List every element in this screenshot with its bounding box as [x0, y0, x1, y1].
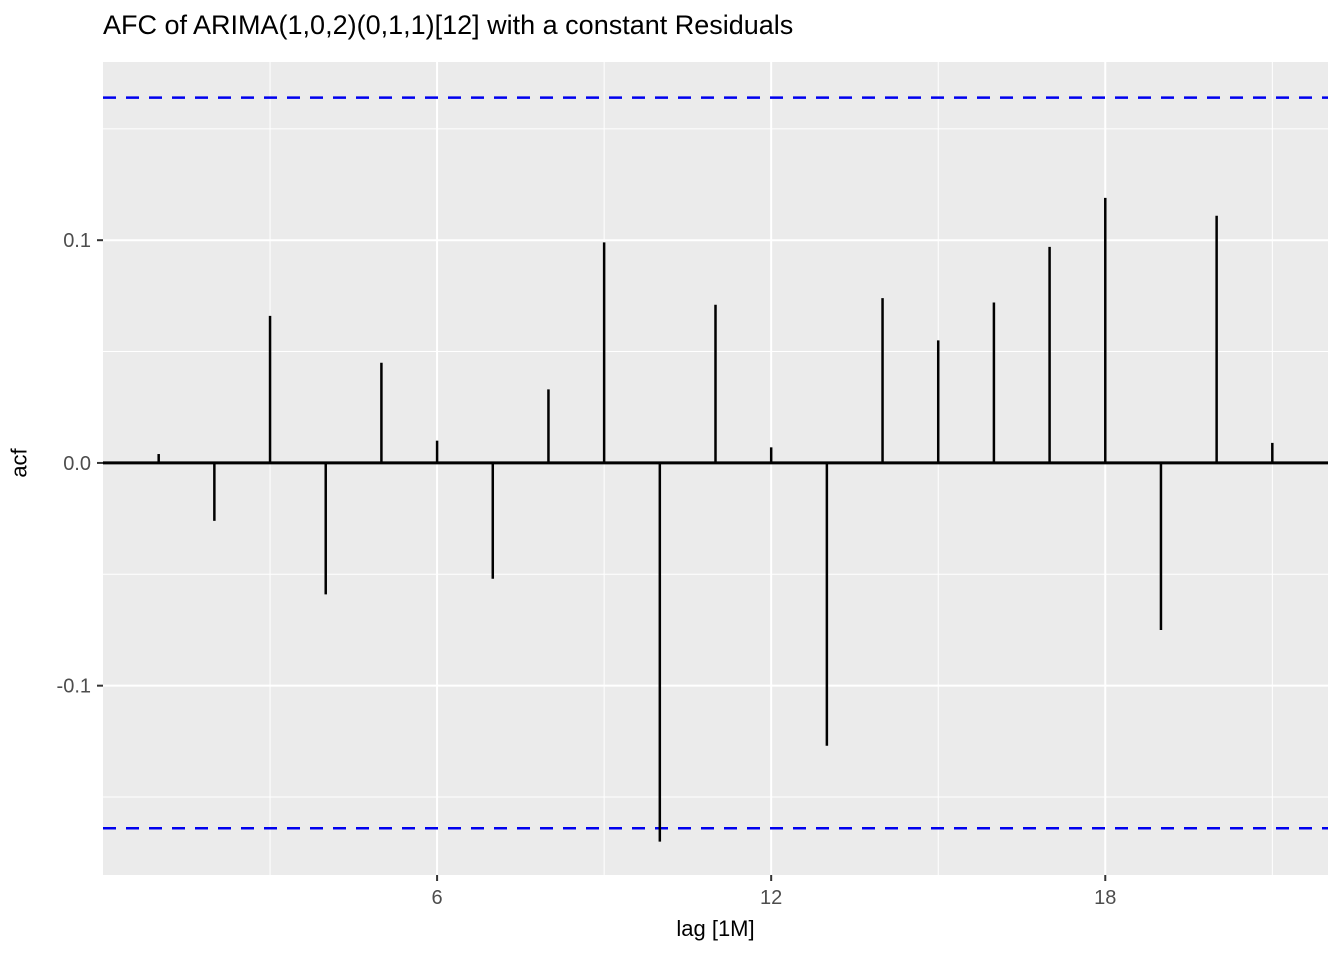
- x-tick-label: 6: [432, 887, 443, 909]
- x-axis-title: lag [1M]: [676, 916, 755, 941]
- plot-title: AFC of ARIMA(1,0,2)(0,1,1)[12] with a co…: [103, 10, 794, 40]
- plot-panel: [103, 62, 1328, 875]
- x-tick-label: 18: [1094, 887, 1116, 909]
- y-tick-label: 0.1: [63, 230, 91, 252]
- y-tick-label: 0.0: [63, 453, 91, 475]
- y-tick-label: -0.1: [57, 676, 91, 698]
- x-tick-label: 12: [760, 887, 782, 909]
